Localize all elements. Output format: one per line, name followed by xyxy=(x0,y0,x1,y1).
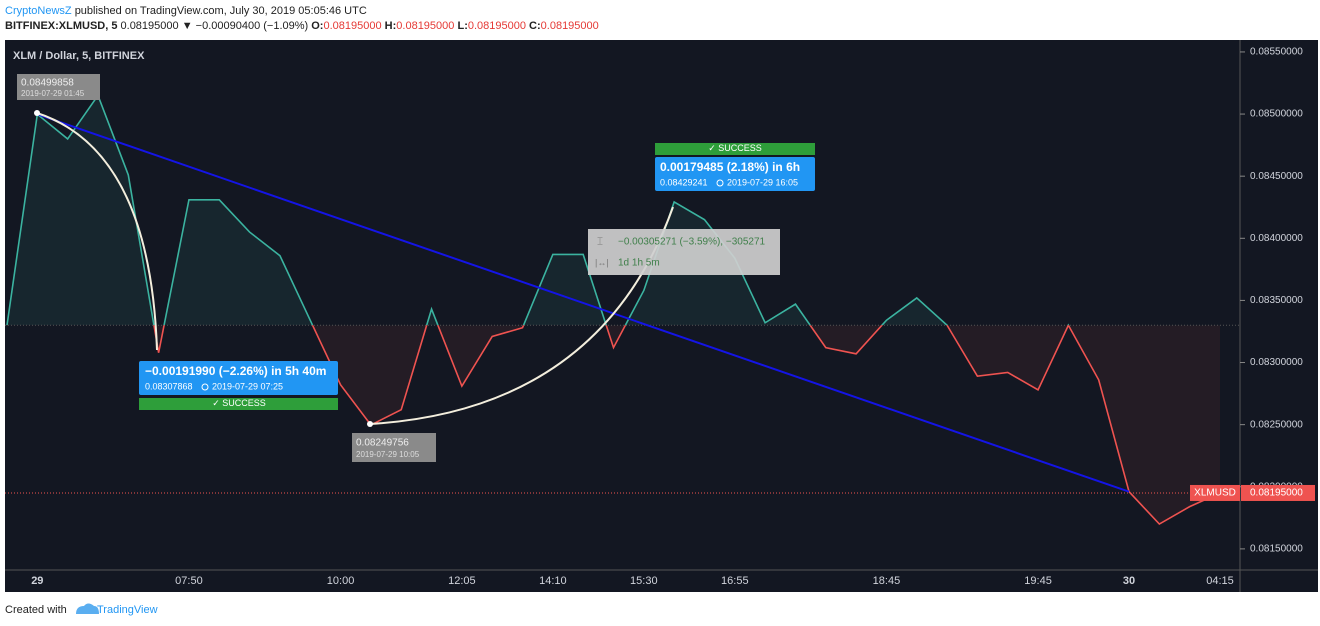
ohlc-label: H: xyxy=(385,20,397,32)
area-below xyxy=(153,325,1220,525)
last-price-box xyxy=(1241,484,1315,501)
y-tick-label: 0.08150000 xyxy=(1250,544,1303,555)
y-tick-label: 0.08550000 xyxy=(1250,47,1303,58)
x-tick-label: 12:05 xyxy=(448,575,476,587)
label-time: 2019-07-29 01:45 xyxy=(21,89,85,98)
status: ✓ SUCCESS xyxy=(212,398,266,408)
clock-icon xyxy=(716,179,724,187)
plot: 0.08550000 0.08500000 0.08450000 0.08400000… xyxy=(5,47,1315,587)
status-text: SUCCESS xyxy=(718,143,762,153)
y-tick-label: 0.08400000 xyxy=(1250,233,1303,244)
label-price: 0.08429241 xyxy=(660,177,708,187)
area-above xyxy=(7,95,1220,326)
label-time: 2019-07-29 10:05 xyxy=(356,450,420,459)
label-box xyxy=(139,361,338,395)
measure-change: −0.00305271 (−3.59%), −305271 xyxy=(618,237,766,248)
clock-icon xyxy=(201,383,209,391)
x-tick-label: 18:45 xyxy=(873,575,901,587)
y-tick-label: 0.08350000 xyxy=(1250,295,1303,306)
last-price-label: 0.08195000 xyxy=(1250,488,1303,499)
ohlc-value: 0.08195000 xyxy=(396,20,454,32)
status-box xyxy=(655,143,815,155)
x-tick-label: 19:45 xyxy=(1024,575,1052,587)
ohlc-value: 0.08195000 xyxy=(541,20,599,32)
measure-duration: 1d 1h 5m xyxy=(618,258,660,269)
label-price: 0.08307868 xyxy=(145,381,193,391)
x-tick-label: 07:50 xyxy=(175,575,203,587)
label-time: 2019-07-29 16:05 xyxy=(727,177,798,187)
ohlc-value: 0.08195000 xyxy=(323,20,381,32)
line-below xyxy=(7,325,1221,526)
line-above xyxy=(6,93,1070,326)
label-box xyxy=(655,157,815,191)
series-name: XLMUSD xyxy=(1194,488,1236,499)
y-tick-label: 0.08300000 xyxy=(1250,357,1303,368)
x-tick-label: 04:15 xyxy=(1206,575,1234,587)
ohlc-value: 0.08195000 xyxy=(468,20,526,32)
published: published on TradingView.com, July 30, 2… xyxy=(75,5,367,17)
symbol: BITFINEX:XLMUSD, 5 xyxy=(5,20,117,32)
footer-created: Created with xyxy=(5,604,67,616)
chart-background xyxy=(5,40,1318,592)
status-box xyxy=(139,398,338,410)
measure-box xyxy=(588,229,780,275)
status-text: SUCCESS xyxy=(222,398,266,408)
anchor xyxy=(34,110,40,116)
label-change: 0.00179485 (2.18%) in 6h xyxy=(660,160,800,174)
x-tick-label: 14:10 xyxy=(539,575,567,587)
ohlc-label: C: xyxy=(529,20,541,32)
arc xyxy=(36,112,158,351)
x-tick-label: 29 xyxy=(31,575,43,587)
range-icon: ⌶ xyxy=(597,237,603,248)
status: ✓ SUCCESS xyxy=(708,143,762,153)
author[interactable]: CryptoNewsZ xyxy=(5,5,72,17)
change: ▼ −0.00090400 (−1.09%) xyxy=(182,20,308,32)
annotations: 0.08499858 2019-07-29 01:45 −0.00191990 … xyxy=(17,74,815,462)
brand-logo xyxy=(76,603,99,614)
y-tick-label: 0.08250000 xyxy=(1250,419,1303,430)
chart-title: XLM / Dollar, 5, BITFINEX xyxy=(13,50,145,62)
label-box xyxy=(17,74,100,100)
y-tick-label: 0.08500000 xyxy=(1250,109,1303,120)
anchor xyxy=(367,421,373,427)
label-box xyxy=(352,433,436,462)
footer-brand[interactable]: TradingView xyxy=(97,604,158,616)
series-name-box xyxy=(1190,484,1240,501)
x-tick-label: 30 xyxy=(1123,575,1135,587)
trend-line xyxy=(36,113,1130,493)
x-tick-label: 10:00 xyxy=(327,575,355,587)
ohlc-label: L: xyxy=(457,20,467,32)
label-price: 0.08499858 xyxy=(21,78,74,89)
label-change: −0.00191990 (−2.26%) in 5h 40m xyxy=(145,364,326,378)
x-tick-label: 15:30 xyxy=(630,575,658,587)
duration-icon: |↔| xyxy=(595,257,609,267)
check-icon: ✓ xyxy=(708,143,718,153)
y-tick-label: 0.08450000 xyxy=(1250,171,1303,182)
header-line-2: BITFINEX:XLMUSD, 5 0.08195000 ▼ −0.00090… xyxy=(5,20,599,32)
label-time: 2019-07-29 07:25 xyxy=(212,381,283,391)
last: 0.08195000 xyxy=(121,20,179,32)
label-price: 0.08249756 xyxy=(356,438,409,449)
x-tick-label: 16:55 xyxy=(721,575,749,587)
header-line-1: CryptoNewsZ published on TradingView.com… xyxy=(5,5,367,17)
check-icon: ✓ xyxy=(212,398,222,408)
ohlc-label: O: xyxy=(311,20,323,32)
